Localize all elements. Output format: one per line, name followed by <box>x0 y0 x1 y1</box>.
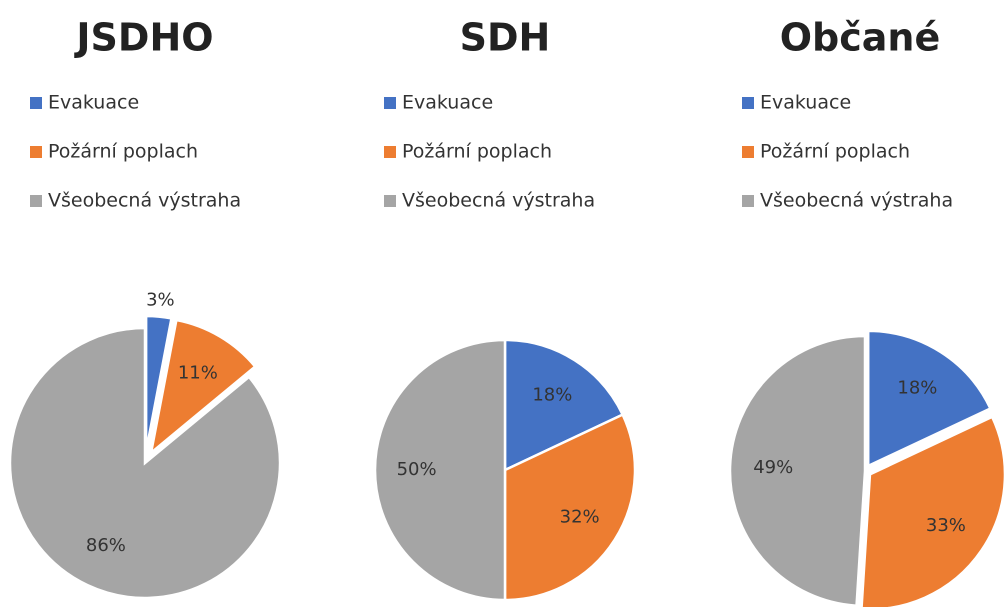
data-label: 33% <box>926 515 966 536</box>
data-label: 3% <box>146 290 175 311</box>
pie-slice <box>503 338 625 472</box>
chart-title: SDH <box>460 16 551 60</box>
data-label: 18% <box>897 377 937 398</box>
data-label: 49% <box>753 457 793 478</box>
legend-label: Evakuace <box>402 92 493 114</box>
pie-slice <box>149 318 257 456</box>
legend-label: Požární poplach <box>402 141 552 163</box>
legend-label: Všeobecná výstraha <box>48 190 241 212</box>
legend-swatch <box>742 97 754 109</box>
legend-swatch <box>30 97 42 109</box>
pie-slice <box>144 314 173 452</box>
pie-slice <box>866 329 993 468</box>
legend-swatch <box>384 195 396 207</box>
pie-slice <box>373 338 507 602</box>
legend-label: Požární poplach <box>760 141 910 163</box>
legend-label: Všeobecná výstraha <box>402 190 595 212</box>
pie-slice <box>8 326 282 600</box>
legend-label: Požární poplach <box>48 141 198 163</box>
data-label: 50% <box>397 459 437 480</box>
legend-swatch <box>30 146 42 158</box>
pie-slice <box>503 412 637 602</box>
data-label: 18% <box>532 384 572 405</box>
legend-label: Evakuace <box>48 92 139 114</box>
data-label: 32% <box>560 506 600 527</box>
legend-swatch <box>742 146 754 158</box>
legend-swatch <box>30 195 42 207</box>
chart-title: JSDHO <box>73 16 213 60</box>
chart-title: Občané <box>780 16 941 60</box>
legend-swatch <box>384 146 396 158</box>
legend-swatch <box>742 195 754 207</box>
data-label: 11% <box>178 363 218 384</box>
legend-label: Evakuace <box>760 92 851 114</box>
legend-swatch <box>384 97 396 109</box>
data-label: 86% <box>86 535 126 556</box>
pie-slice <box>728 334 867 607</box>
legend-label: Všeobecná výstraha <box>760 190 953 212</box>
